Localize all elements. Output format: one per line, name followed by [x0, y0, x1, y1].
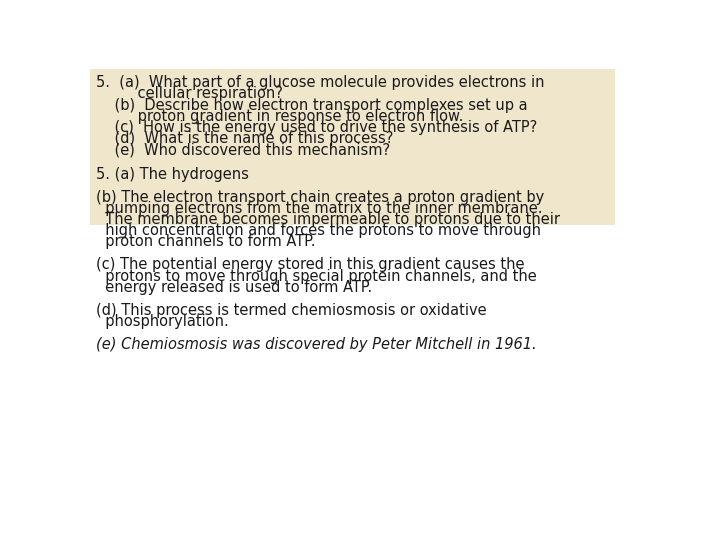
Text: proton gradient in response to electron flow.: proton gradient in response to electron …: [96, 109, 463, 124]
Text: phosphorylation.: phosphorylation.: [96, 314, 228, 329]
Text: high concentration and forces the protons to move through: high concentration and forces the proton…: [96, 223, 541, 238]
Text: (e) Chemiosmosis was discovered by Peter Mitchell in 1961.: (e) Chemiosmosis was discovered by Peter…: [96, 337, 536, 352]
Text: 5.  (a)  What part of a glucose molecule provides electrons in: 5. (a) What part of a glucose molecule p…: [96, 75, 544, 90]
Text: (b) The electron transport chain creates a proton gradient by: (b) The electron transport chain creates…: [96, 190, 544, 205]
Text: (b)  Describe how electron transport complexes set up a: (b) Describe how electron transport comp…: [96, 98, 527, 113]
Text: (d)  What is the name of this process?: (d) What is the name of this process?: [96, 131, 393, 146]
Text: cellular respiration?: cellular respiration?: [96, 86, 282, 102]
Text: The membrane becomes impermeable to protons due to their: The membrane becomes impermeable to prot…: [96, 212, 559, 227]
Text: energy released is used to form ATP.: energy released is used to form ATP.: [96, 280, 372, 295]
Text: pumping electrons from the matrix to the inner membrane.: pumping electrons from the matrix to the…: [96, 201, 542, 216]
Text: proton channels to form ATP.: proton channels to form ATP.: [96, 234, 315, 249]
Text: protons to move through special protein channels, and the: protons to move through special protein …: [96, 268, 536, 284]
FancyBboxPatch shape: [90, 69, 615, 225]
Text: (c) The potential energy stored in this gradient causes the: (c) The potential energy stored in this …: [96, 258, 524, 272]
Text: 5. (a) The hydrogens: 5. (a) The hydrogens: [96, 167, 248, 181]
Text: (e)  Who discovered this mechanism?: (e) Who discovered this mechanism?: [96, 143, 390, 158]
Text: (c)  How is the energy used to drive the synthesis of ATP?: (c) How is the energy used to drive the …: [96, 120, 537, 135]
Text: (d) This process is termed chemiosmosis or oxidative: (d) This process is termed chemiosmosis …: [96, 302, 486, 318]
